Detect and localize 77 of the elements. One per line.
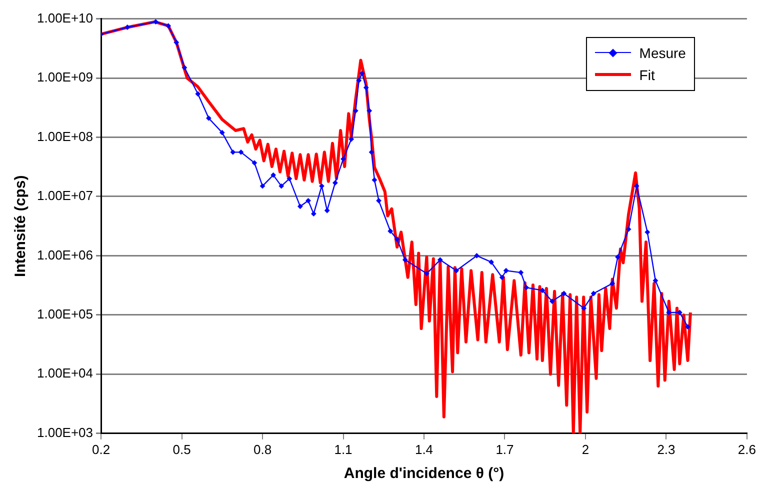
point	[372, 177, 377, 182]
legend-label: Mesure	[639, 44, 686, 61]
y-tick-label: 1.00E+09	[36, 70, 94, 85]
point	[591, 291, 596, 296]
point	[195, 91, 200, 96]
x-tick-label: 1.1	[334, 442, 352, 457]
point	[652, 278, 658, 284]
point	[311, 211, 316, 216]
point	[166, 23, 171, 28]
point	[270, 172, 276, 178]
point	[230, 150, 236, 155]
point	[356, 78, 362, 83]
point	[388, 228, 393, 234]
point	[153, 19, 158, 24]
point	[206, 116, 212, 121]
point	[504, 268, 509, 274]
point	[500, 274, 505, 280]
x-tick-label: 1.7	[496, 442, 514, 457]
point	[677, 310, 682, 315]
point	[394, 236, 400, 242]
point	[666, 310, 672, 315]
point	[353, 108, 358, 114]
x-tick-label: 2	[582, 442, 590, 457]
point	[298, 204, 303, 209]
point	[615, 254, 620, 260]
point	[324, 208, 330, 213]
point	[174, 40, 179, 45]
x-tick-label: 0.2	[92, 442, 110, 457]
point	[518, 270, 524, 276]
point	[581, 306, 586, 311]
point	[369, 150, 374, 155]
point	[550, 298, 555, 304]
point	[540, 288, 545, 293]
x-tick-label: 0.5	[172, 442, 191, 457]
point	[260, 184, 266, 189]
point	[561, 291, 566, 296]
point	[626, 226, 632, 232]
y-tick-label: 1.00E+05	[36, 306, 94, 322]
y-tick-label: 1.00E+10	[36, 10, 94, 26]
legend-label: Fit	[639, 66, 655, 83]
point	[360, 70, 365, 76]
y-tick-label: 1.00E+08	[36, 128, 94, 144]
point	[124, 24, 130, 30]
point	[376, 198, 382, 204]
point	[182, 65, 187, 70]
point	[524, 285, 529, 290]
point	[474, 253, 480, 258]
point	[454, 268, 459, 274]
point	[306, 198, 311, 204]
point	[438, 257, 443, 262]
point	[332, 180, 338, 186]
x-tick-label: 1.4	[414, 442, 434, 457]
point	[644, 230, 650, 235]
point	[252, 160, 257, 166]
y-axis-title: Intensité (cps)	[12, 175, 30, 277]
point	[319, 184, 324, 189]
y-tick-label: 1.00E+03	[36, 424, 94, 440]
x-axis-title: Angle d'incidence θ (°)	[344, 465, 504, 482]
point	[286, 176, 292, 182]
point	[278, 184, 284, 189]
x-tick-label: 2.6	[738, 442, 756, 457]
point	[340, 156, 346, 162]
point	[402, 257, 408, 262]
point	[238, 150, 244, 155]
x-tick-label: 2.3	[657, 442, 676, 457]
point	[424, 271, 430, 276]
point	[348, 136, 354, 142]
y-tick-label: 1.00E+07	[36, 188, 94, 204]
y-tick-label: 1.00E+04	[36, 366, 94, 381]
y-tick-label: 1.00E+06	[36, 247, 94, 262]
point	[685, 324, 690, 330]
point	[220, 130, 225, 136]
point	[364, 85, 369, 90]
x-tick-label: 0.8	[253, 442, 272, 457]
point	[610, 280, 615, 286]
point	[366, 108, 372, 114]
point	[488, 260, 494, 265]
